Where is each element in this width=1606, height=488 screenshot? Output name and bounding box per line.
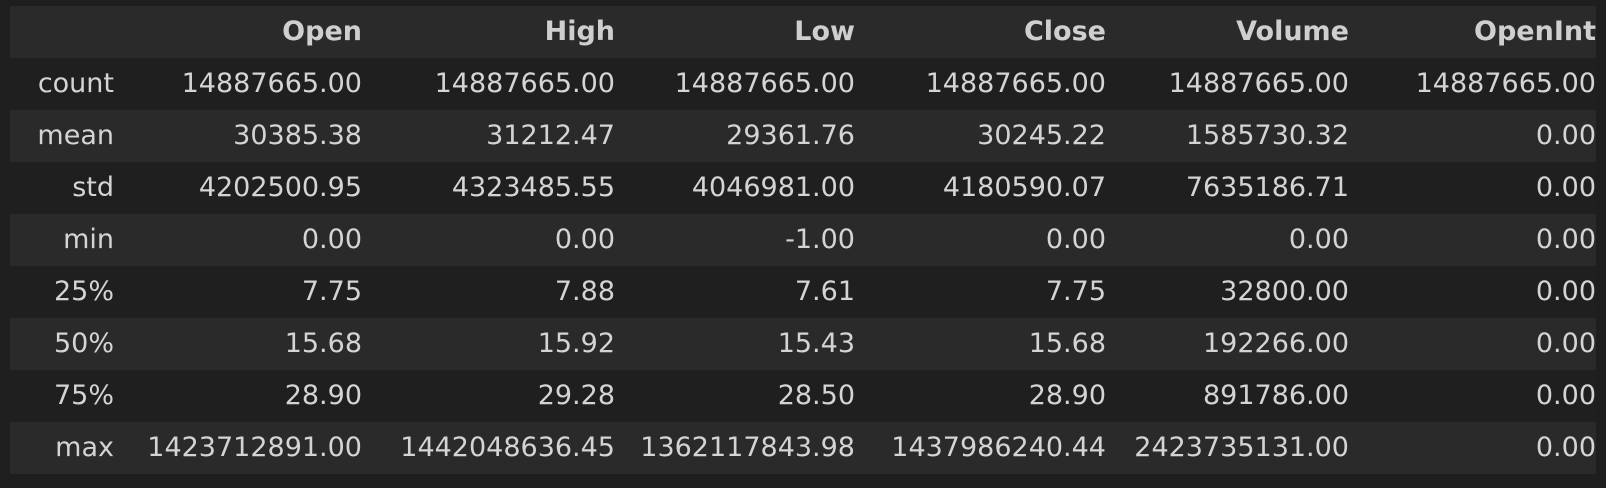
table-cell: 15.43 bbox=[777, 328, 855, 359]
row-label: max bbox=[55, 432, 114, 463]
table-cell: 15.68 bbox=[1028, 328, 1106, 359]
table-cell: 4180590.07 bbox=[942, 172, 1106, 203]
table-cell: 14887665.00 bbox=[181, 68, 362, 99]
table-cell: 0.00 bbox=[554, 224, 615, 255]
table-cell: 7.88 bbox=[554, 276, 615, 307]
table-cell: 1362117843.98 bbox=[640, 432, 855, 463]
table-cell: 7.61 bbox=[794, 276, 855, 307]
table-cell: 0.00 bbox=[1535, 172, 1596, 203]
table-row: max 1423712891.00 1442048636.45 13621178… bbox=[10, 422, 1596, 474]
table-cell: 0.00 bbox=[1535, 432, 1596, 463]
table-row: 25% 7.75 7.88 7.61 7.75 32800.00 0.00 bbox=[10, 266, 1596, 318]
row-label: std bbox=[72, 172, 114, 203]
table-cell: 14887665.00 bbox=[674, 68, 855, 99]
table-cell: 0.00 bbox=[301, 224, 362, 255]
column-header-low: Low bbox=[794, 16, 855, 47]
table-cell: 30385.38 bbox=[233, 120, 362, 151]
table-cell: 0.00 bbox=[1535, 120, 1596, 151]
column-header-high: High bbox=[544, 16, 615, 47]
table-cell: 31212.47 bbox=[486, 120, 615, 151]
table-cell: 1437986240.44 bbox=[891, 432, 1106, 463]
table-row: 75% 28.90 29.28 28.50 28.90 891786.00 0.… bbox=[10, 370, 1596, 422]
table-cell: 7635186.71 bbox=[1185, 172, 1349, 203]
column-header-volume: Volume bbox=[1236, 16, 1349, 47]
table-cell: 14887665.00 bbox=[925, 68, 1106, 99]
table-cell: 14887665.00 bbox=[434, 68, 615, 99]
table-row: mean 30385.38 31212.47 29361.76 30245.22… bbox=[10, 110, 1596, 162]
table-cell: 15.68 bbox=[284, 328, 362, 359]
table-row: 50% 15.68 15.92 15.43 15.68 192266.00 0.… bbox=[10, 318, 1596, 370]
header-row: Open High Low Close Volume OpenInt bbox=[10, 6, 1596, 58]
table-cell: 30245.22 bbox=[977, 120, 1106, 151]
table-row: min 0.00 0.00 -1.00 0.00 0.00 0.00 bbox=[10, 214, 1596, 266]
table-cell: 0.00 bbox=[1045, 224, 1106, 255]
row-label: 75% bbox=[53, 380, 114, 411]
table-cell: 0.00 bbox=[1535, 380, 1596, 411]
table-cell: 29.28 bbox=[537, 380, 615, 411]
table-cell: 0.00 bbox=[1535, 276, 1596, 307]
table-cell: 0.00 bbox=[1535, 328, 1596, 359]
table-cell: 28.90 bbox=[1028, 380, 1106, 411]
table-cell: 29361.76 bbox=[726, 120, 855, 151]
table-row: count 14887665.00 14887665.00 14887665.0… bbox=[10, 58, 1596, 110]
table-cell: -1.00 bbox=[785, 224, 855, 255]
table-cell: 14887665.00 bbox=[1415, 68, 1596, 99]
table-cell: 2423735131.00 bbox=[1134, 432, 1349, 463]
table-cell: 4323485.55 bbox=[451, 172, 615, 203]
table-cell: 1442048636.45 bbox=[400, 432, 615, 463]
table-cell: 7.75 bbox=[301, 276, 362, 307]
table-cell: 32800.00 bbox=[1220, 276, 1349, 307]
table-cell: 192266.00 bbox=[1202, 328, 1349, 359]
table-cell: 1423712891.00 bbox=[147, 432, 362, 463]
table-cell: 0.00 bbox=[1535, 224, 1596, 255]
table-cell: 4046981.00 bbox=[691, 172, 855, 203]
table-cell: 14887665.00 bbox=[1168, 68, 1349, 99]
row-label: 25% bbox=[53, 276, 114, 307]
column-header-open: Open bbox=[282, 16, 362, 47]
table-cell: 28.90 bbox=[284, 380, 362, 411]
row-label: mean bbox=[37, 120, 114, 151]
column-header-openint: OpenInt bbox=[1474, 16, 1596, 47]
table-cell: 1585730.32 bbox=[1185, 120, 1349, 151]
column-header-close: Close bbox=[1023, 16, 1106, 47]
row-label: 50% bbox=[53, 328, 114, 359]
describe-table: Open High Low Close Volume OpenInt count… bbox=[10, 6, 1596, 474]
table-cell: 4202500.95 bbox=[198, 172, 362, 203]
table-cell: 15.92 bbox=[537, 328, 615, 359]
table-row: std 4202500.95 4323485.55 4046981.00 418… bbox=[10, 162, 1596, 214]
table-cell: 7.75 bbox=[1045, 276, 1106, 307]
dataframe-output: Open High Low Close Volume OpenInt count… bbox=[10, 6, 1596, 474]
row-label: min bbox=[63, 224, 114, 255]
table-cell: 28.50 bbox=[777, 380, 855, 411]
table-cell: 0.00 bbox=[1288, 224, 1349, 255]
index-header bbox=[10, 6, 114, 58]
table-cell: 891786.00 bbox=[1202, 380, 1349, 411]
row-label: count bbox=[37, 68, 114, 99]
